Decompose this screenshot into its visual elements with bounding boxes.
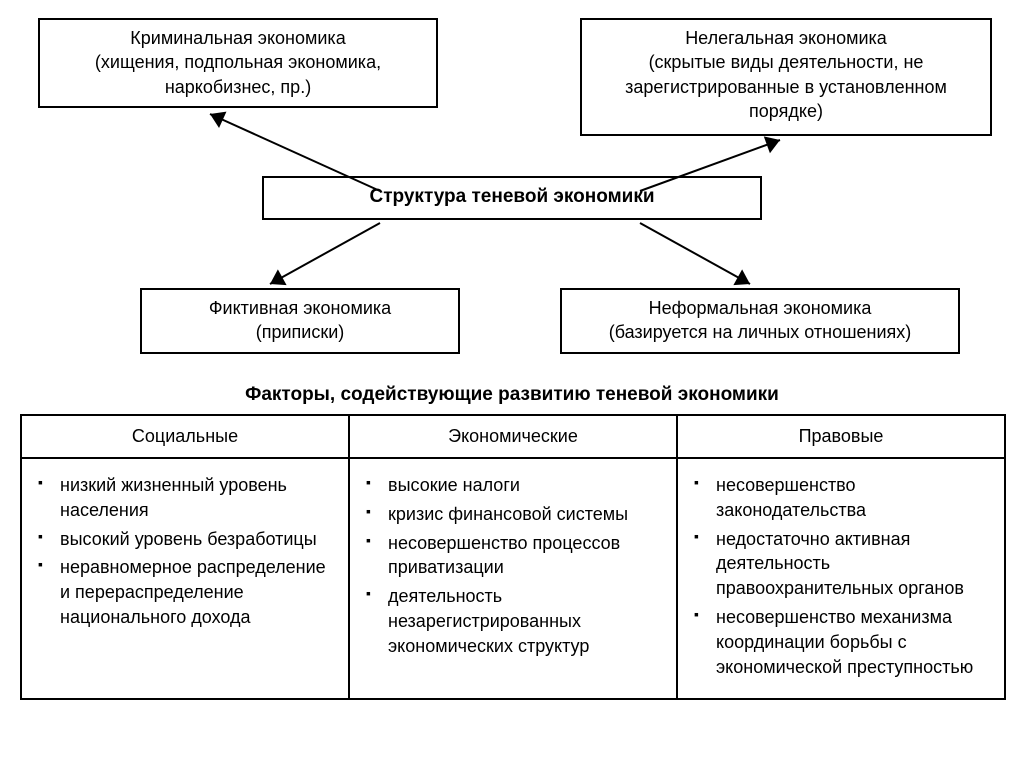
list-item: несовершенство механизма координации бор… bbox=[712, 605, 990, 679]
table-col-header: Правовые bbox=[677, 415, 1005, 458]
node-title: Структура теневой экономики bbox=[369, 186, 654, 207]
table-cell: низкий жизненный уровень населения высоки… bbox=[21, 458, 349, 699]
diagram-canvas: Криминальная экономика (хищения, подполь… bbox=[20, 18, 1004, 378]
table-col-header: Социальные bbox=[21, 415, 349, 458]
node-illegal-economy: Нелегальная экономика (скрытые виды деят… bbox=[580, 18, 992, 136]
node-subtitle: (хищения, подпольная экономика, наркобиз… bbox=[50, 50, 426, 99]
factors-table: СоциальныеЭкономическиеПравовые низкий ж… bbox=[20, 414, 1006, 700]
node-criminal-economy: Криминальная экономика (хищения, подполь… bbox=[38, 18, 438, 108]
factor-list: несовершенство законодательстванедостато… bbox=[692, 473, 990, 680]
node-title: Криминальная экономика bbox=[50, 26, 426, 50]
list-item: деятельность незарегистрированных эконом… bbox=[384, 584, 662, 658]
node-subtitle: (приписки) bbox=[152, 320, 448, 344]
node-subtitle: (скрытые виды деятельности, не зарегистр… bbox=[592, 50, 980, 123]
list-item: низкий жизненный уровень населения bbox=[56, 473, 334, 523]
list-item: несовершенство законодательства bbox=[712, 473, 990, 523]
table-cell: несовершенство законодательстванедостато… bbox=[677, 458, 1005, 699]
list-item: недостаточно активная деятельность право… bbox=[712, 527, 990, 601]
node-subtitle: (базируется на личных отношениях) bbox=[572, 320, 948, 344]
node-fictitious-economy: Фиктивная экономика (приписки) bbox=[140, 288, 460, 354]
table-cell: высокие налоги кризис финансовой системы н… bbox=[349, 458, 677, 699]
node-title: Неформальная экономика bbox=[572, 296, 948, 320]
factors-heading: Факторы, содействующие развитию теневой … bbox=[20, 384, 1004, 406]
list-item: неравномерное распределение и перераспре… bbox=[56, 555, 334, 629]
list-item: высокий уровень безработицы bbox=[56, 527, 334, 552]
node-title: Фиктивная экономика bbox=[152, 296, 448, 320]
factor-list: низкий жизненный уровень населения высоки… bbox=[36, 473, 334, 630]
node-center: Структура теневой экономики bbox=[262, 176, 762, 220]
list-item: кризис финансовой системы bbox=[384, 502, 662, 527]
table-row: низкий жизненный уровень населения высоки… bbox=[21, 458, 1005, 699]
table-header-row: СоциальныеЭкономическиеПравовые bbox=[21, 415, 1005, 458]
node-title: Нелегальная экономика bbox=[592, 26, 980, 50]
list-item: несовершенство процессов приватизации bbox=[384, 531, 662, 581]
table-col-header: Экономические bbox=[349, 415, 677, 458]
factor-list: высокие налоги кризис финансовой системы н… bbox=[364, 473, 662, 659]
node-informal-economy: Неформальная экономика (базируется на ли… bbox=[560, 288, 960, 354]
list-item: высокие налоги bbox=[384, 473, 662, 498]
